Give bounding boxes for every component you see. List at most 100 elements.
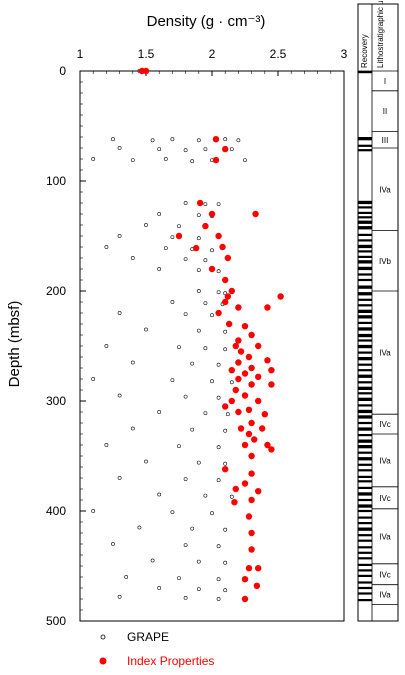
grape-point: [203, 258, 208, 263]
recovery-block: [358, 492, 372, 496]
plot-frame: [79, 70, 345, 622]
index-point: [245, 513, 253, 520]
index-point: [248, 529, 255, 537]
index-point: [228, 287, 235, 295]
index-point: [215, 309, 222, 317]
recovery-block: [358, 516, 372, 519]
grape-point: [170, 300, 175, 304]
grape-point: [117, 393, 122, 398]
index-point: [255, 342, 262, 350]
index-point: [196, 199, 204, 207]
grape-point: [223, 527, 228, 532]
index-point: [237, 348, 245, 355]
unit-label: IVc: [379, 494, 391, 503]
grape-point: [144, 327, 148, 332]
recovery-block: [358, 469, 372, 472]
grape-point: [196, 559, 201, 564]
recovery-block: [358, 211, 372, 214]
grape-point: [223, 588, 228, 593]
grape-point: [229, 380, 234, 385]
grape-point: [170, 137, 175, 142]
recovery-block: [358, 386, 372, 390]
grape-point: [190, 361, 195, 366]
index-point: [222, 145, 229, 153]
index-point: [225, 320, 233, 328]
recovery-block: [358, 592, 372, 595]
recovery-block: [358, 551, 372, 554]
grape-point: [91, 377, 96, 381]
index-point: [258, 425, 266, 432]
unit-label: IVa: [379, 532, 391, 541]
grape-point: [111, 137, 115, 142]
grape-point: [117, 476, 122, 480]
grape-point: [229, 494, 234, 499]
grape-point: [216, 269, 221, 274]
grape-point: [104, 344, 109, 348]
grape-point: [216, 577, 221, 582]
index-point: [251, 436, 258, 443]
index-point: [224, 293, 232, 300]
grape-point: [210, 511, 214, 516]
recovery-block: [358, 239, 372, 242]
unit-label: IVa: [379, 349, 391, 358]
grape-series: [91, 69, 247, 601]
recovery-block: [358, 137, 372, 141]
grape-point: [223, 347, 228, 352]
unit-label: III: [382, 136, 389, 145]
recovery-block: [358, 397, 372, 401]
recovery-block: [358, 498, 372, 502]
grape-point: [150, 138, 155, 143]
grape-point: [210, 313, 214, 318]
litho-header: Lithostratigraphic units: [376, 0, 385, 68]
grape-point: [196, 587, 201, 592]
index-point: [248, 364, 255, 372]
recovery-block: [358, 463, 372, 466]
recovery-block: [358, 321, 372, 324]
index-point: [192, 244, 200, 252]
recovery-block: [358, 522, 372, 525]
recovery-block: [358, 439, 372, 443]
grape-point: [196, 460, 201, 465]
grape-point: [163, 157, 168, 161]
grape-point: [190, 526, 195, 531]
recovery-block: [358, 509, 372, 513]
grape-point: [117, 234, 122, 238]
recovery-block: [358, 285, 372, 289]
grape-point: [163, 246, 168, 251]
recovery-block: [358, 586, 372, 590]
grape-point: [243, 158, 247, 163]
recovery-block: [358, 327, 372, 331]
index-point: [212, 136, 220, 143]
recovery-block: [358, 200, 372, 205]
grape-point: [229, 147, 234, 152]
recovery-block: [358, 351, 372, 354]
grape-point: [203, 202, 208, 207]
unit-label: IVa: [379, 185, 391, 194]
grape-point: [124, 575, 129, 579]
index-point: [253, 582, 261, 589]
y-tick-label: 300: [46, 394, 66, 408]
grape-point: [216, 202, 221, 207]
grape-point: [157, 586, 162, 590]
index-point: [277, 293, 284, 300]
index-point: [208, 265, 216, 273]
grape-point: [210, 379, 214, 384]
recovery-block: [358, 546, 372, 549]
grape-point: [196, 213, 201, 218]
grape-point: [157, 147, 162, 152]
index-point: [268, 367, 275, 374]
index-properties-series: [138, 67, 284, 603]
grape-point: [203, 301, 208, 306]
y-tick-label: 100: [46, 174, 66, 188]
recovery-block: [358, 504, 372, 508]
grape-point: [170, 235, 175, 240]
grape-point: [216, 597, 221, 601]
y-tick-label: 400: [46, 504, 66, 518]
index-point: [219, 243, 226, 251]
index-point: [245, 406, 253, 413]
grape-point: [216, 362, 221, 367]
grape-point: [216, 290, 221, 295]
grape-point: [203, 147, 208, 152]
recovery-block: [358, 216, 372, 219]
index-point: [232, 485, 239, 493]
